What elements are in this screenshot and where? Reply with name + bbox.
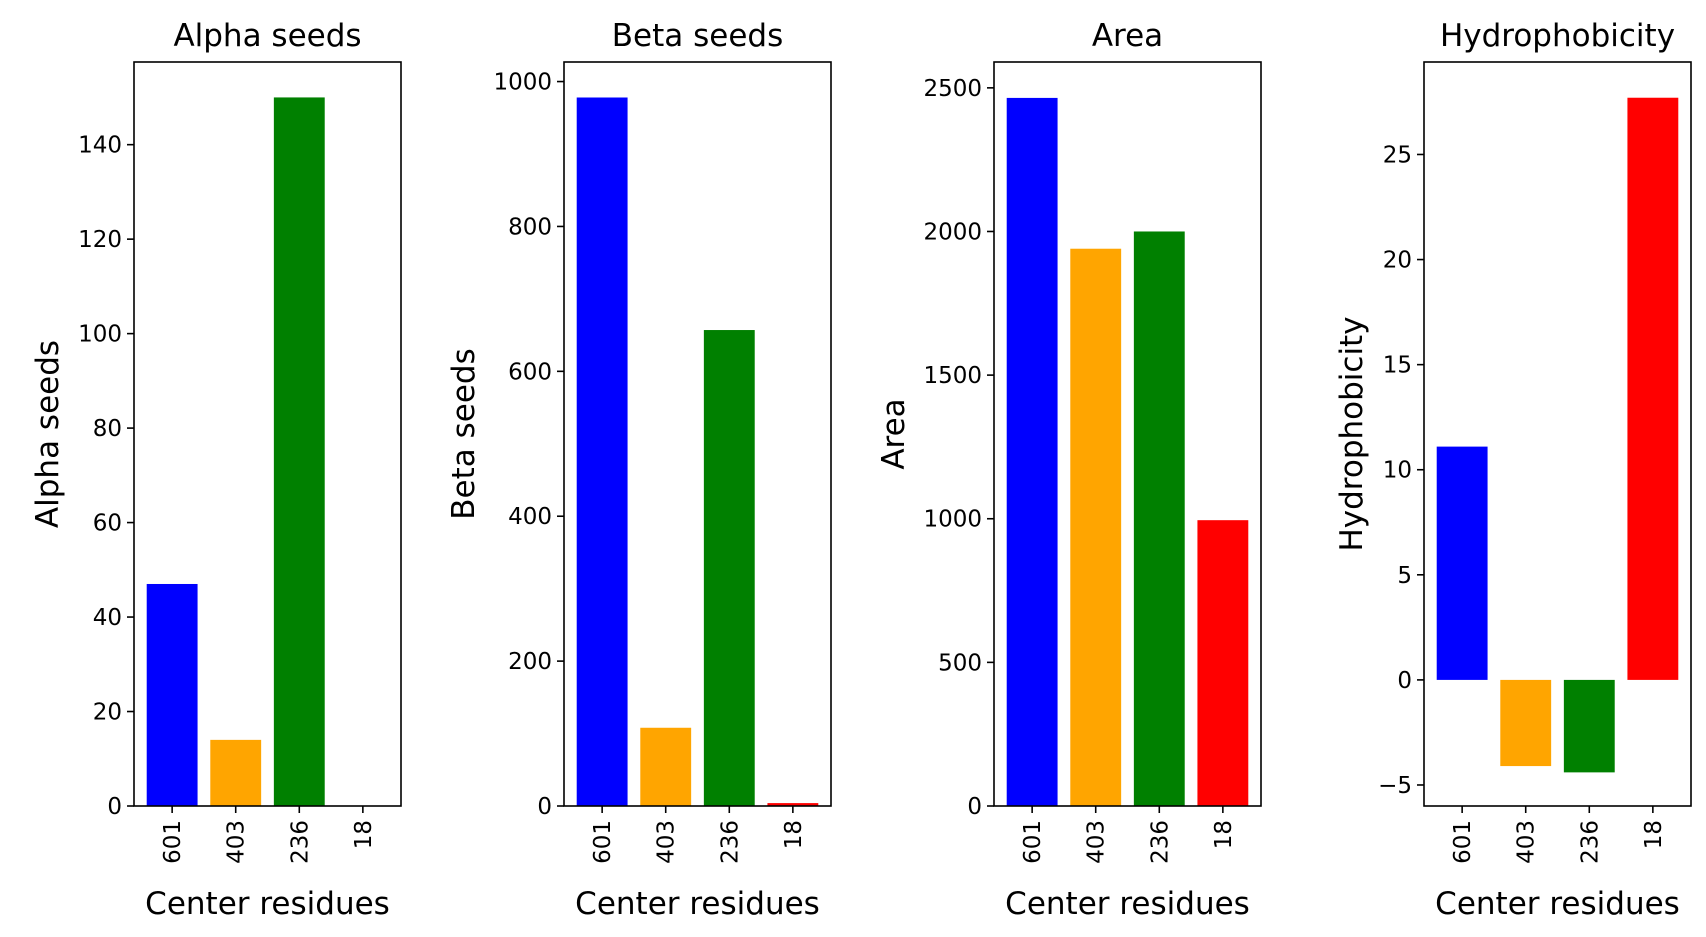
y-tick-label: 5 — [1397, 563, 1412, 589]
bar-236 — [1563, 679, 1615, 773]
y-tick-label: 120 — [78, 227, 122, 253]
y-tick-label: 20 — [1383, 248, 1412, 274]
x-tick-label: 403 — [1514, 820, 1540, 864]
x-tick-label: 601 — [1450, 820, 1476, 864]
x-tick-label: 601 — [590, 820, 616, 864]
x-tick-label: 18 — [351, 820, 377, 849]
y-axis-label: Beta seeds — [446, 348, 482, 519]
y-tick-label: 2000 — [923, 219, 982, 245]
bar-601 — [576, 97, 628, 806]
x-axis-label: Center residues — [575, 886, 820, 922]
bar-236 — [273, 97, 325, 807]
y-axis-label: Hydrophobicity — [1334, 316, 1370, 551]
bar-601 — [1436, 446, 1488, 680]
x-axis-label: Center residues — [145, 886, 390, 922]
bar-403 — [1070, 248, 1122, 807]
y-tick-label: 25 — [1383, 142, 1412, 168]
axes-frame — [993, 61, 1262, 807]
x-tick-label: 403 — [224, 820, 250, 864]
x-tick-label: 601 — [1020, 820, 1046, 864]
subplot-1: 0 20 40 60 80 100 120 140 601 403 236 18 Alpha seeds… — [30, 18, 402, 922]
x-tick-label: 236 — [1577, 820, 1603, 864]
bar-403 — [210, 739, 262, 806]
subplot-4: −5 0 5 10 15 20 25 601 403 236 18 Hydrophobicity Cen… — [1334, 18, 1692, 922]
y-tick-label: 400 — [508, 504, 552, 530]
axes-frame — [1423, 61, 1692, 807]
x-axis-label: Center residues — [1435, 886, 1680, 922]
bar-403 — [640, 727, 692, 806]
x-axis-label: Center residues — [1005, 886, 1250, 922]
y-tick-label: 0 — [537, 794, 552, 820]
y-tick-label: 100 — [78, 322, 122, 348]
subplot-2: 0 200 400 600 800 1000 601 403 236 18 Beta seeds Ce… — [446, 18, 832, 922]
subplot-title: Alpha seeds — [173, 18, 361, 54]
bar-601 — [146, 583, 198, 806]
x-tick-label: 601 — [160, 820, 186, 864]
x-tick-label: 18 — [1211, 820, 1237, 849]
y-tick-label: 0 — [967, 794, 982, 820]
y-tick-label: 500 — [938, 650, 982, 676]
bar-236 — [1133, 231, 1185, 807]
y-tick-label: 80 — [93, 416, 122, 442]
x-tick-label: 18 — [1641, 820, 1667, 849]
subplot-3: 0 500 1000 1500 2000 2500 601 403 236 18 Area Cente… — [876, 18, 1262, 922]
x-tick-label: 403 — [1084, 820, 1110, 864]
y-tick-label: 1500 — [923, 363, 982, 389]
y-tick-label: 2500 — [923, 76, 982, 102]
bar-18 — [1197, 520, 1249, 806]
y-tick-label: 600 — [508, 359, 552, 385]
y-tick-label: 140 — [78, 133, 122, 159]
y-tick-label: 15 — [1383, 353, 1412, 379]
x-tick-label: 236 — [287, 820, 313, 864]
y-tick-label: 20 — [93, 700, 122, 726]
bar-18 — [767, 803, 819, 806]
y-tick-label: −5 — [1378, 773, 1412, 799]
x-tick-label: 236 — [1147, 820, 1173, 864]
y-tick-label: 0 — [1397, 668, 1412, 694]
bar-601 — [1006, 97, 1058, 806]
bar-403 — [1500, 679, 1552, 767]
subplot-title: Beta seeds — [612, 18, 783, 54]
y-axis-label: Alpha seeds — [30, 340, 66, 528]
y-tick-label: 40 — [93, 605, 122, 631]
y-axis-label: Area — [876, 398, 912, 469]
x-tick-label: 18 — [781, 820, 807, 849]
y-tick-label: 1000 — [923, 507, 982, 533]
y-tick-label: 60 — [93, 511, 122, 537]
bar-236 — [703, 330, 755, 806]
x-tick-label: 403 — [654, 820, 680, 864]
y-tick-label: 800 — [508, 214, 552, 240]
x-tick-label: 236 — [717, 820, 743, 864]
y-tick-label: 200 — [508, 649, 552, 675]
y-tick-label: 1000 — [493, 70, 552, 96]
axes-frame — [133, 61, 402, 807]
axes-frame — [563, 61, 832, 807]
subplot-title: Hydrophobicity — [1440, 18, 1675, 54]
subplot-title: Area — [1092, 18, 1163, 54]
y-tick-label: 0 — [107, 794, 122, 820]
bar-18 — [1627, 97, 1679, 680]
y-tick-label: 10 — [1383, 458, 1412, 484]
